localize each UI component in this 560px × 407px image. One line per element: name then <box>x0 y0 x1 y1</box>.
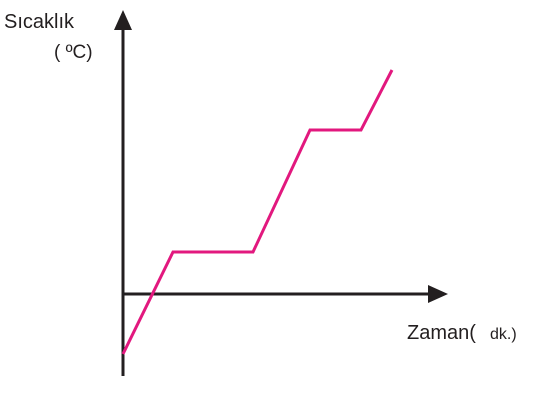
x-axis-unit: dk.) <box>490 326 517 343</box>
y-axis-unit: ( ºC) <box>54 42 93 63</box>
x-axis-label: Zaman( <box>407 322 476 344</box>
y-axis-label: Sıcaklık <box>4 11 75 33</box>
x-axis-arrow <box>428 285 448 303</box>
heating-curve <box>121 69 394 355</box>
y-axis-arrow <box>114 10 132 30</box>
